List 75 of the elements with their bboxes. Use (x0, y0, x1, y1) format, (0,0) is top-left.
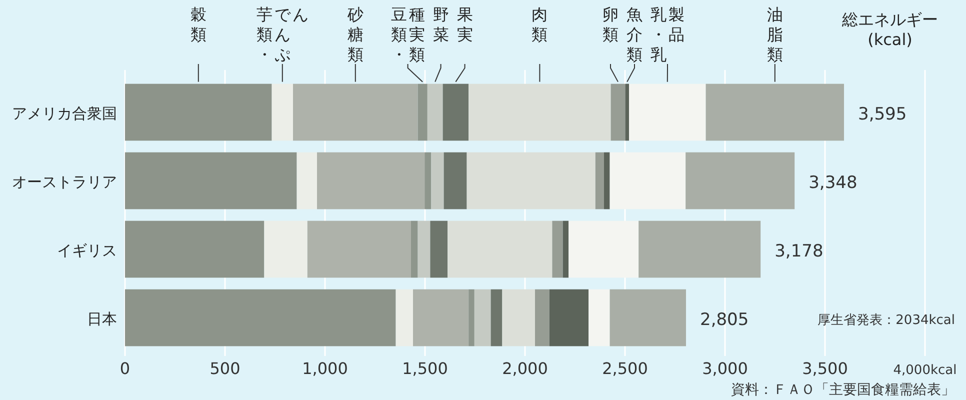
bar (552, 220, 563, 278)
annotation: 厚生省発表：2034kcal (818, 312, 955, 328)
bar (125, 289, 396, 346)
bar (448, 220, 552, 278)
y-tick-label: 日本 (87, 310, 117, 328)
bar (468, 289, 474, 346)
bar (272, 84, 293, 141)
bar (125, 84, 272, 141)
bar (418, 84, 428, 141)
bar (706, 84, 844, 141)
text: 資料：ＦＡＯ「主要国食糧需給表」 (731, 382, 955, 398)
bar (686, 152, 795, 210)
text: 卵類 (602, 5, 618, 44)
y-tick-label: アメリカ合衆国 (12, 104, 117, 122)
total-label: 2,805 (700, 310, 749, 330)
bar (638, 220, 761, 278)
bar (411, 220, 418, 278)
text: 果実 (456, 5, 473, 44)
bar (427, 84, 443, 141)
bar (629, 84, 706, 141)
text: 総エネルギー (kcal) (841, 10, 939, 50)
bar (610, 289, 686, 346)
x-tick-label: 500 (210, 359, 240, 378)
bar (296, 152, 317, 210)
series-label: 砂糖類 (346, 5, 364, 64)
bar (595, 152, 604, 210)
bar (317, 152, 425, 210)
x-tick-label: 3,500 (802, 359, 848, 378)
bar (468, 84, 611, 141)
text: 肉類 (532, 5, 548, 44)
x-tick-label: 1,000 (302, 359, 348, 378)
bar (264, 220, 308, 278)
bar (625, 84, 629, 141)
bar (431, 152, 444, 210)
bar (307, 220, 411, 278)
bar (549, 289, 589, 346)
bar (490, 289, 502, 346)
bar (424, 152, 432, 210)
text: 芋類・でんぷん (256, 5, 308, 64)
bar (125, 152, 297, 210)
bar (418, 220, 430, 278)
bar (125, 220, 264, 278)
text: 豆類・種実類 (390, 5, 425, 64)
bar (466, 152, 596, 210)
bar (442, 84, 469, 141)
x-tick-label: 4,000kcal (893, 363, 957, 378)
text: 乳・乳製品 (650, 5, 684, 64)
bar (413, 289, 469, 346)
bar (588, 289, 610, 346)
total-label: 3,595 (858, 104, 907, 124)
bar (568, 220, 639, 278)
y-tick-label: イギリス (57, 241, 117, 260)
text: 穀類 (190, 5, 206, 44)
bar (430, 220, 448, 278)
bar (396, 289, 413, 346)
x-tick-label: 1,500 (402, 359, 448, 378)
bar (604, 152, 610, 210)
bar (444, 152, 467, 210)
bar (610, 84, 626, 141)
total-label: 3,178 (774, 241, 824, 262)
bar (535, 289, 550, 346)
series-label: 魚介類 (626, 5, 642, 64)
x-tick-label: 2,500 (602, 359, 648, 378)
x-tick-label: 3,000 (702, 359, 748, 378)
text: 野菜 (432, 5, 449, 44)
series-label: 油脂類 (766, 5, 783, 64)
bar (293, 84, 418, 141)
bar (562, 220, 569, 278)
x-tick-label: 0 (120, 359, 130, 378)
bar (610, 152, 686, 210)
y-tick-label: オーストラリア (12, 172, 117, 191)
total-label: 3,348 (808, 172, 858, 193)
bar (502, 289, 535, 346)
bar (474, 289, 491, 346)
x-tick-label: 2,000 (502, 359, 548, 378)
